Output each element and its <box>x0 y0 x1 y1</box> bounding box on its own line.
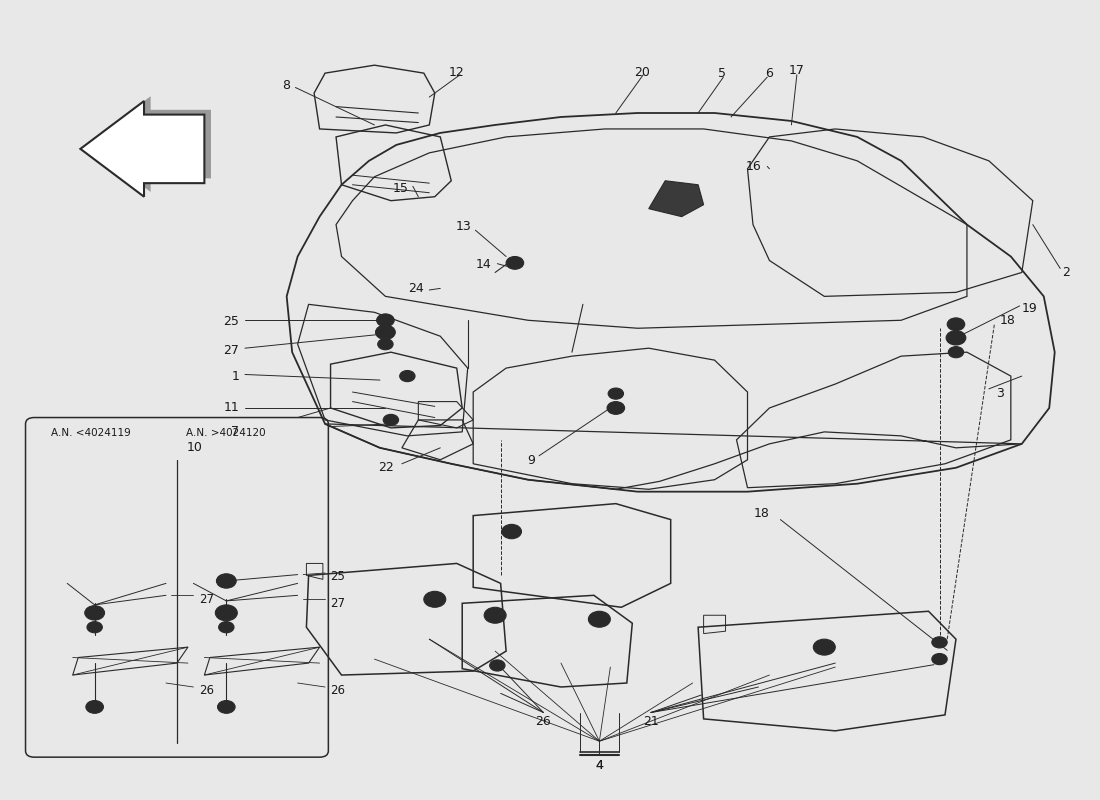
Text: 27: 27 <box>223 344 240 357</box>
Text: 6: 6 <box>766 66 773 80</box>
Text: 17: 17 <box>789 64 805 78</box>
Text: 13: 13 <box>455 220 471 233</box>
Circle shape <box>424 591 446 607</box>
Text: 22: 22 <box>378 462 394 474</box>
Circle shape <box>813 639 835 655</box>
Text: A.N. <4024119: A.N. <4024119 <box>51 429 131 438</box>
Text: 1: 1 <box>232 370 240 382</box>
Text: 20: 20 <box>635 66 650 79</box>
Text: 18: 18 <box>1000 314 1015 326</box>
Polygon shape <box>87 96 211 192</box>
Text: 18: 18 <box>754 506 769 520</box>
Circle shape <box>218 701 235 714</box>
Text: 14: 14 <box>476 258 492 271</box>
Text: 26: 26 <box>331 685 345 698</box>
Circle shape <box>946 330 966 345</box>
Circle shape <box>223 705 230 710</box>
Circle shape <box>607 402 625 414</box>
Polygon shape <box>649 181 704 217</box>
Circle shape <box>502 524 521 538</box>
Circle shape <box>947 318 965 330</box>
Circle shape <box>219 622 234 633</box>
Text: 3: 3 <box>997 387 1004 400</box>
Circle shape <box>484 607 506 623</box>
Text: 26: 26 <box>199 685 213 698</box>
Text: 25: 25 <box>331 570 345 583</box>
Circle shape <box>86 701 103 714</box>
Circle shape <box>217 574 236 588</box>
Text: 25: 25 <box>223 315 240 328</box>
Circle shape <box>87 622 102 633</box>
Circle shape <box>216 605 238 621</box>
Text: 10: 10 <box>186 442 202 454</box>
Circle shape <box>932 637 947 648</box>
Text: 7: 7 <box>231 426 240 438</box>
Circle shape <box>376 314 394 326</box>
Text: 24: 24 <box>408 282 424 295</box>
Circle shape <box>490 660 505 671</box>
Circle shape <box>948 346 964 358</box>
Text: 26: 26 <box>536 714 551 728</box>
Text: 16: 16 <box>746 160 762 173</box>
Text: A.N. >4024120: A.N. >4024120 <box>186 429 265 438</box>
Circle shape <box>506 257 524 270</box>
Text: 12: 12 <box>449 66 464 79</box>
Circle shape <box>608 388 624 399</box>
Text: 4: 4 <box>595 758 603 772</box>
Text: 27: 27 <box>331 597 345 610</box>
Circle shape <box>222 610 231 616</box>
Text: 9: 9 <box>527 454 535 467</box>
Text: 21: 21 <box>644 714 659 728</box>
Circle shape <box>377 338 393 350</box>
Text: 15: 15 <box>393 182 408 195</box>
Polygon shape <box>80 101 205 197</box>
Text: 19: 19 <box>1022 302 1037 315</box>
Text: 27: 27 <box>199 593 213 606</box>
Circle shape <box>932 654 947 665</box>
Text: 11: 11 <box>223 402 240 414</box>
FancyBboxPatch shape <box>25 418 329 757</box>
Circle shape <box>383 414 398 426</box>
Text: 4: 4 <box>595 758 603 772</box>
Text: 8: 8 <box>282 78 290 91</box>
Circle shape <box>223 578 230 583</box>
Circle shape <box>85 606 104 620</box>
Text: 2: 2 <box>1063 266 1070 279</box>
Text: 5: 5 <box>718 66 726 80</box>
Circle shape <box>375 325 395 339</box>
Circle shape <box>588 611 610 627</box>
Circle shape <box>399 370 415 382</box>
